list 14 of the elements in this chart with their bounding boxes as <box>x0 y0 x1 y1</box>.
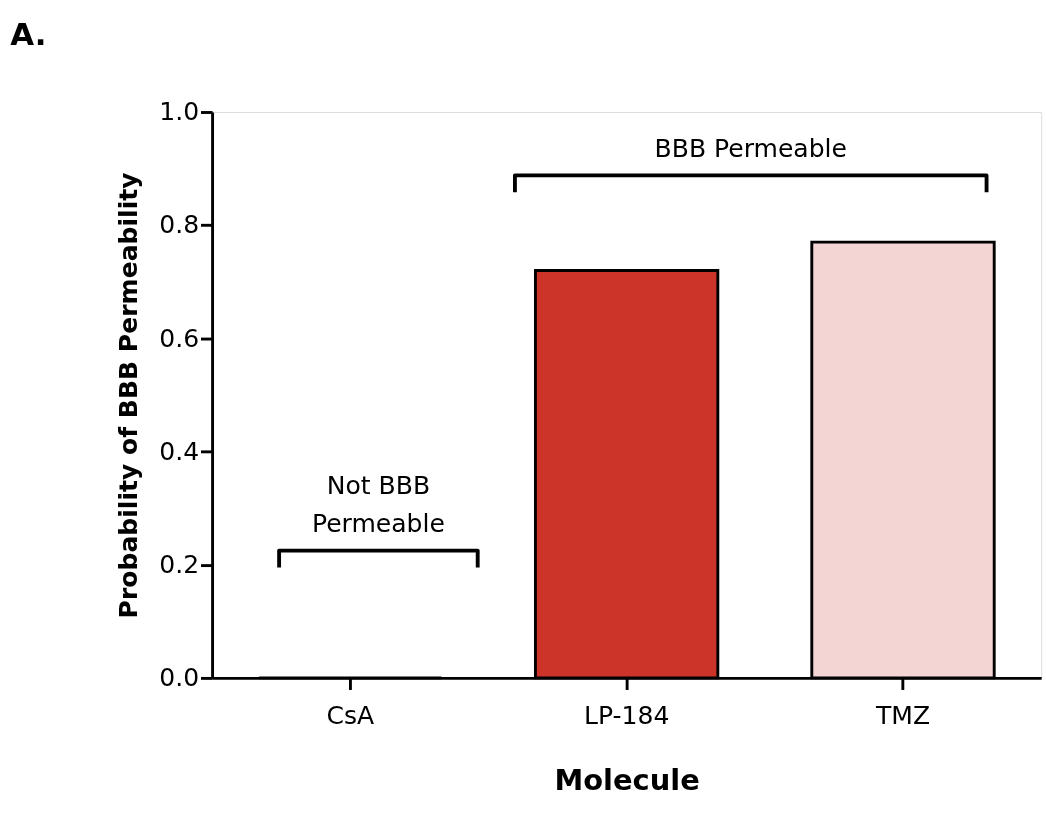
y-tick-label: 0.0 <box>159 663 200 693</box>
x-axis-title: Molecule <box>554 763 700 798</box>
y-axis-title: Probability of BBB Permeability <box>114 172 144 619</box>
annotation: Not BBB Permeable <box>311 470 445 539</box>
annotation: BBB Permeable <box>654 134 847 164</box>
y-tick-label: 0.4 <box>159 436 200 466</box>
x-tick-label: TMZ <box>874 700 931 730</box>
y-tick-label: 0.6 <box>159 323 200 353</box>
y-tick-label: 0.2 <box>159 549 200 579</box>
y-tick-label: 0.8 <box>159 210 200 240</box>
x-tick-label: CsA <box>326 700 375 730</box>
y-tick-label: 1.0 <box>159 97 200 127</box>
x-tick-label: LP-184 <box>583 700 670 730</box>
chart-title: A. <box>10 15 47 52</box>
